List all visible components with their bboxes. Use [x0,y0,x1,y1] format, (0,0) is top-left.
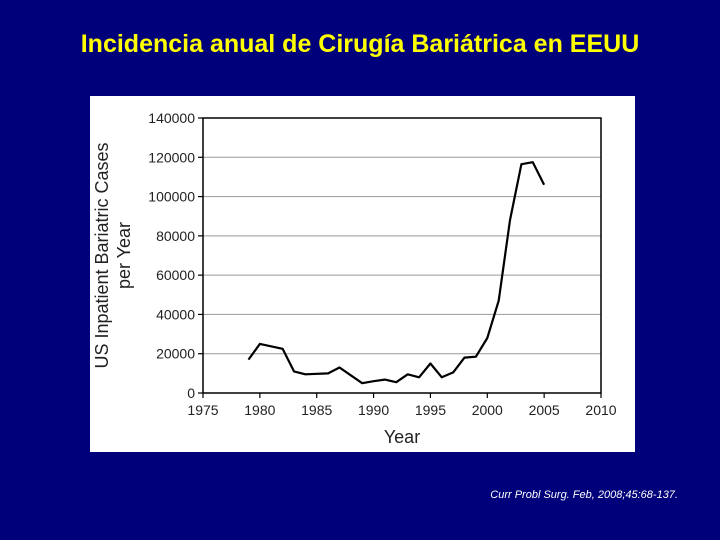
y-tick-label: 0 [187,385,195,401]
citation: Curr Probl Surg. Feb, 2008;45:68-137. [490,489,678,501]
y-tick-label: 60000 [156,267,195,283]
x-axis: 1975 1980 1985 1990 1995 2000 2005 2010 [187,393,617,418]
x-tick-label: 1980 [244,402,275,418]
series-line [247,161,546,385]
line-chart: 1975 1980 1985 1990 1995 2000 2005 2010 0 20000 4… [92,110,617,447]
y-tick-label: 120000 [148,149,195,165]
y-axis: 0 20000 40000 60000 80000 100000 120000 140000 [148,110,203,401]
x-tick-label: 1985 [301,402,332,418]
y-tick-label: 80000 [156,228,195,244]
x-tick-label: 1995 [415,402,446,418]
grid-lines [203,117,601,394]
x-tick-label: 1975 [187,402,218,418]
x-tick-label: 2010 [585,402,616,418]
x-tick-label: 2000 [472,402,503,418]
plot-frame [202,117,602,394]
y-tick-label: 140000 [148,110,195,126]
y-axis-label-line: per Year [114,222,134,289]
y-tick-label: 20000 [156,346,195,362]
data-points [248,162,545,384]
x-tick-label: 1990 [358,402,389,418]
slide-title: Incidencia anual de Cirugía Bariátrica e… [80,30,640,58]
chart-panel: 1975 1980 1985 1990 1995 2000 2005 2010 0 20000 4… [90,96,635,452]
x-tick-label: 2005 [529,402,560,418]
y-tick-label: 40000 [156,306,195,322]
y-tick-label: 100000 [148,189,195,205]
y-axis-label: US Inpatient Bariatric Cases per Year [92,142,134,368]
x-axis-label: Year [384,427,420,447]
y-axis-label-line: US Inpatient Bariatric Cases [92,142,112,368]
